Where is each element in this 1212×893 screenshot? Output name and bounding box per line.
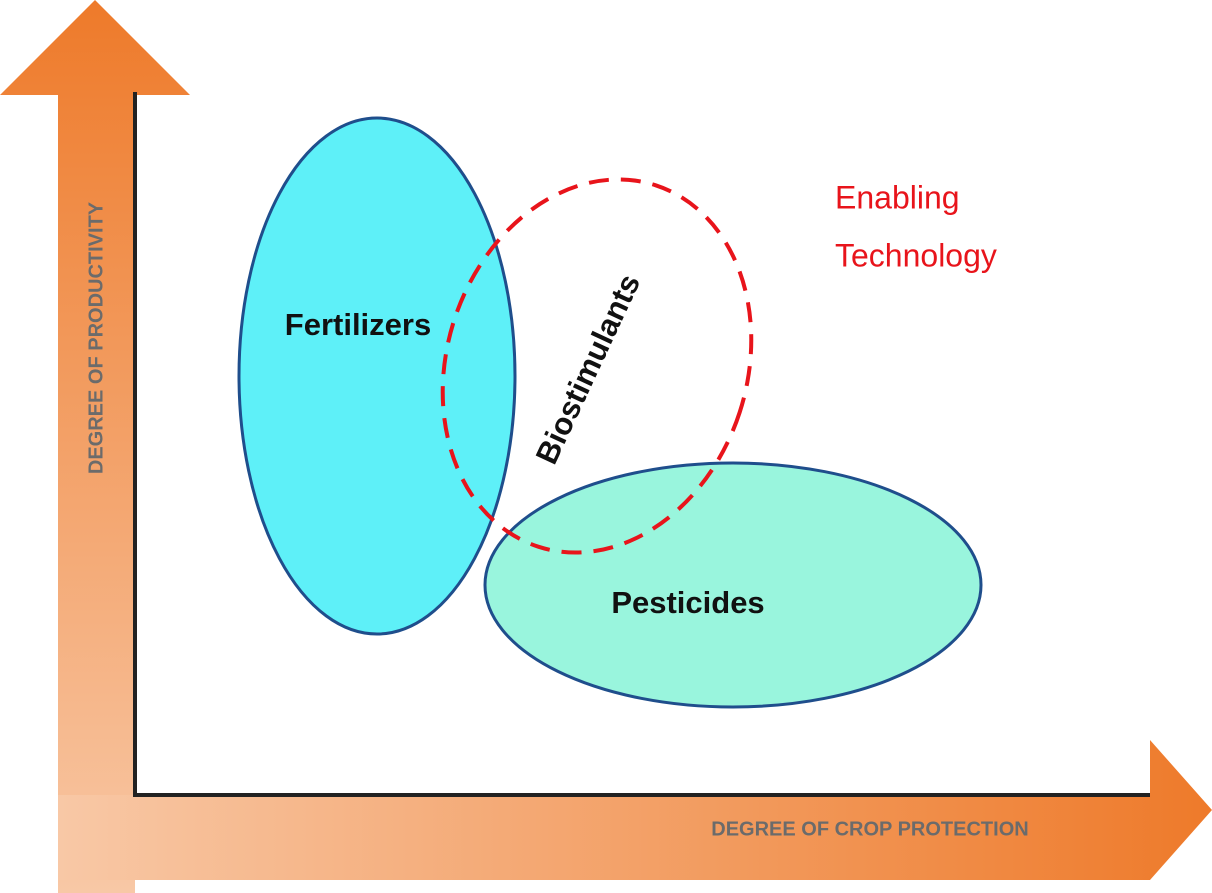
pesticides-label: Pesticides	[611, 585, 764, 620]
annotation-line: Technology	[835, 237, 997, 273]
pesticides-ellipse	[483, 461, 983, 709]
annotation-line: Enabling	[835, 179, 960, 215]
fertilizers-ellipse	[237, 116, 517, 636]
fertilizers-label: Fertilizers	[285, 307, 431, 342]
biostimulants-ellipse	[440, 177, 754, 555]
x-axis-arrow	[58, 740, 1212, 880]
y-axis-label: DEGREE OF PRODUCTIVITY	[85, 201, 107, 474]
x-axis-label: DEGREE OF CROP PROTECTION	[711, 818, 1028, 840]
biostimulants-label: Biostimulants	[529, 269, 647, 470]
y-axis-arrow	[0, 0, 190, 893]
